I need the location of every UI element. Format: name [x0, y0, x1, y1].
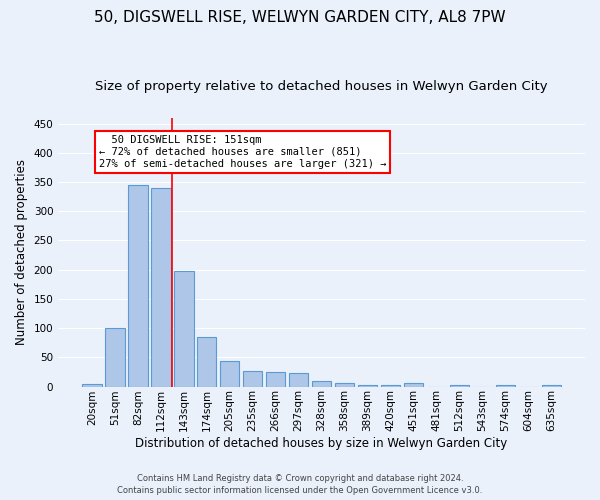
Bar: [289, 372, 308, 386]
Bar: [174, 272, 194, 386]
Bar: [128, 185, 148, 386]
Bar: [496, 385, 515, 386]
Bar: [243, 371, 262, 386]
Bar: [266, 372, 286, 386]
Bar: [404, 383, 423, 386]
Bar: [82, 384, 101, 386]
Bar: [358, 385, 377, 386]
Bar: [381, 385, 400, 386]
Bar: [335, 383, 355, 386]
Bar: [312, 380, 331, 386]
Bar: [542, 385, 561, 386]
Text: 50 DIGSWELL RISE: 151sqm  
← 72% of detached houses are smaller (851)
27% of sem: 50 DIGSWELL RISE: 151sqm ← 72% of detach…: [99, 136, 386, 168]
Bar: [220, 361, 239, 386]
Bar: [105, 328, 125, 386]
Title: Size of property relative to detached houses in Welwyn Garden City: Size of property relative to detached ho…: [95, 80, 548, 93]
Text: 50, DIGSWELL RISE, WELWYN GARDEN CITY, AL8 7PW: 50, DIGSWELL RISE, WELWYN GARDEN CITY, A…: [94, 10, 506, 25]
X-axis label: Distribution of detached houses by size in Welwyn Garden City: Distribution of detached houses by size …: [136, 437, 508, 450]
Text: Contains HM Land Registry data © Crown copyright and database right 2024.
Contai: Contains HM Land Registry data © Crown c…: [118, 474, 482, 495]
Bar: [197, 337, 217, 386]
Y-axis label: Number of detached properties: Number of detached properties: [15, 159, 28, 345]
Bar: [151, 188, 170, 386]
Bar: [449, 385, 469, 386]
